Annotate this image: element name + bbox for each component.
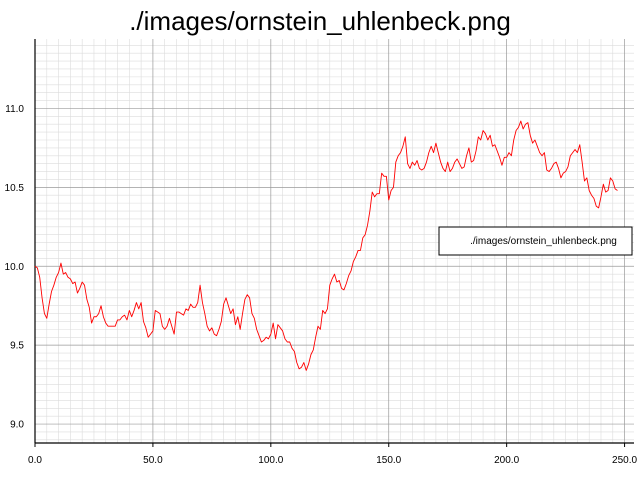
y-tick-label: 10.5 [5,183,25,194]
x-tick-label: 150.0 [376,455,401,466]
x-tick-label: 250.0 [612,455,637,466]
legend-box [438,226,633,256]
y-tick-label: 9.5 [10,341,24,352]
x-tick-label: 50.0 [143,455,163,466]
y-tick-label: 10.0 [5,262,25,273]
y-tick-label: 11.0 [5,104,24,115]
chart-title: ./images/ornstein_uhlenbeck.png [129,6,511,36]
x-tick-label: 200.0 [494,455,519,466]
y-tick-label: 9.0 [10,420,24,431]
legend-entry-label: ./images/ornstein_uhlenbeck.png [470,236,617,247]
x-tick-label: 100.0 [258,455,283,466]
series-line [34,120,618,371]
x-tick-label: 0.0 [28,455,42,466]
